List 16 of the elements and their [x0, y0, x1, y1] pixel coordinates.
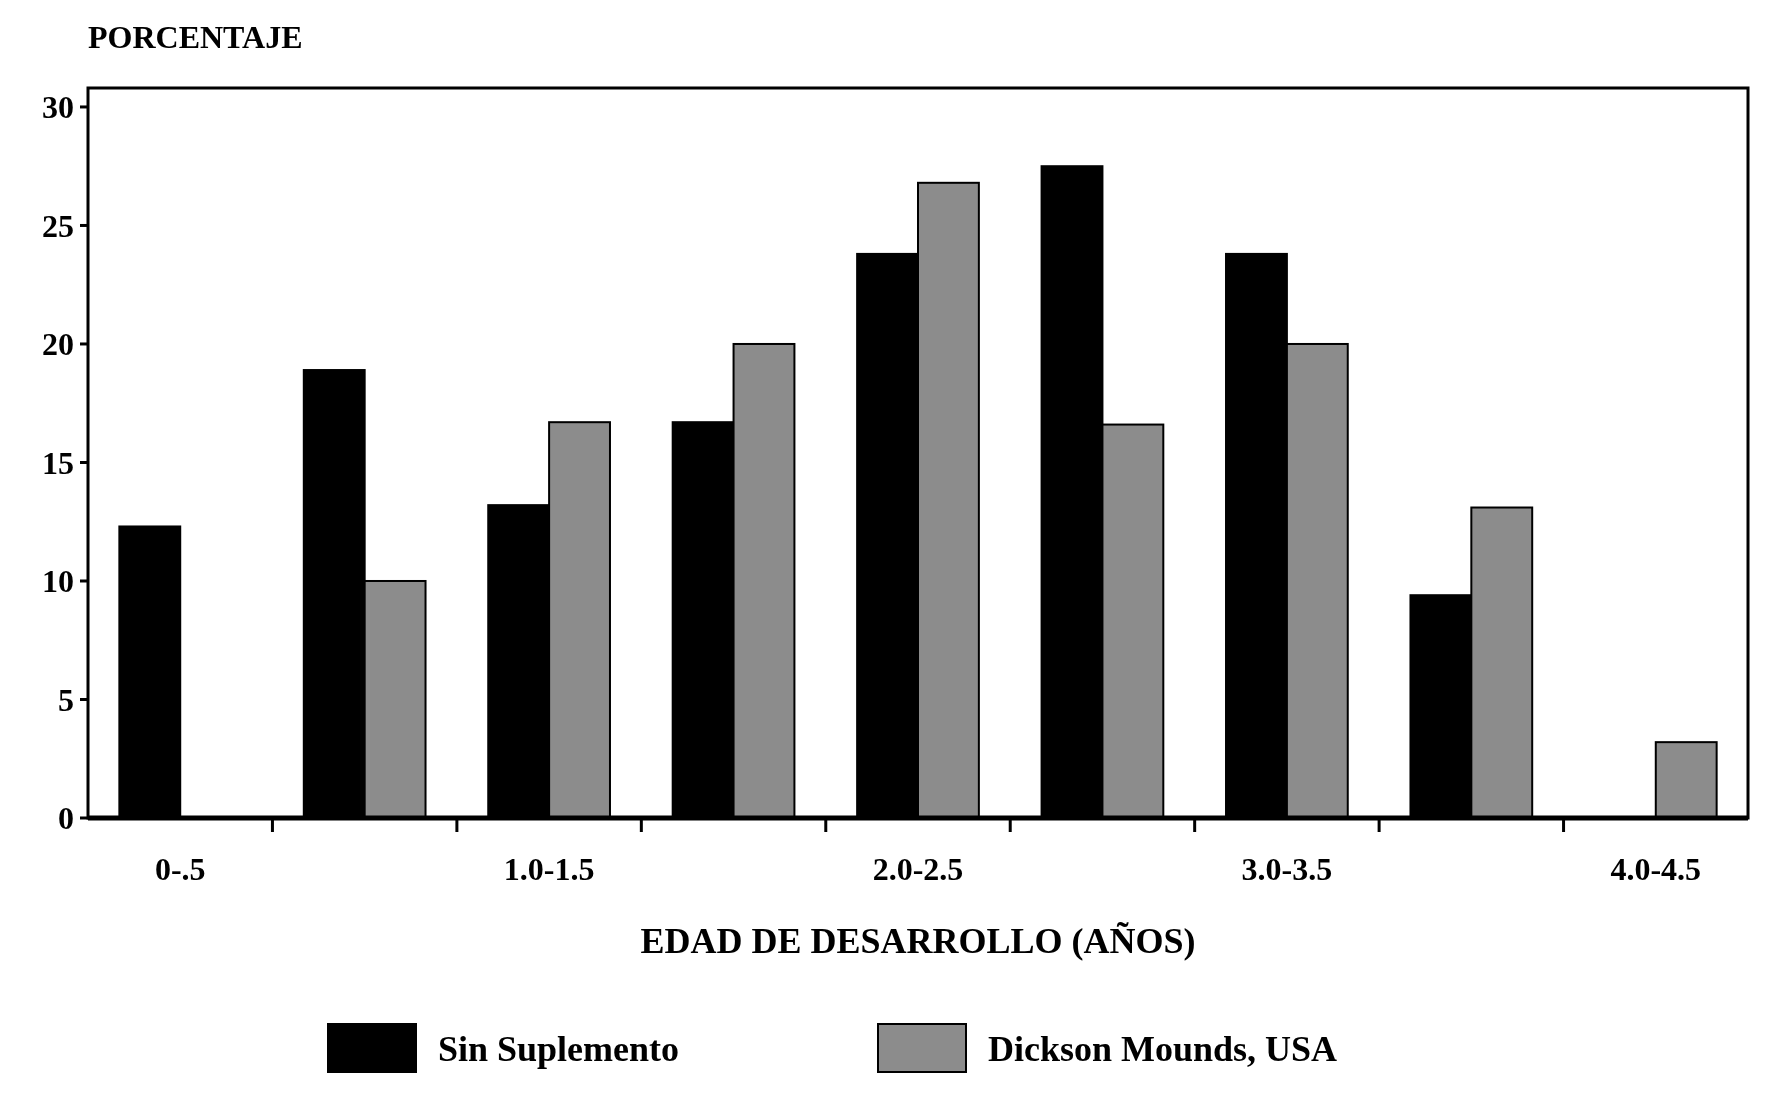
- y-tick-label: 0: [58, 800, 74, 837]
- x-tick-label: 1.0-1.5: [503, 851, 595, 887]
- x-tick-label: 2.0-2.5: [872, 851, 964, 887]
- y-tick-label: 25: [42, 207, 74, 244]
- legend-label: Dickson Mounds, USA: [988, 1028, 1338, 1069]
- x-tick-label: 4.0-4.5: [1610, 851, 1702, 887]
- y-tick-label: 20: [42, 326, 74, 363]
- x-axis-title: EDAD DE DESARROLLO (AÑOS): [640, 921, 1196, 961]
- x-tick-label: 0-.5: [154, 851, 206, 887]
- y-axis-title: PORCENTAJE: [88, 19, 303, 55]
- y-tick-label: 15: [42, 444, 74, 481]
- legend-label: Sin Suplemento: [438, 1028, 680, 1069]
- x-tick-label: 3.0-3.5: [1241, 851, 1333, 887]
- y-tick-label: 10: [42, 563, 74, 600]
- y-tick-label: 5: [58, 681, 74, 718]
- y-tick-label: 30: [42, 89, 74, 126]
